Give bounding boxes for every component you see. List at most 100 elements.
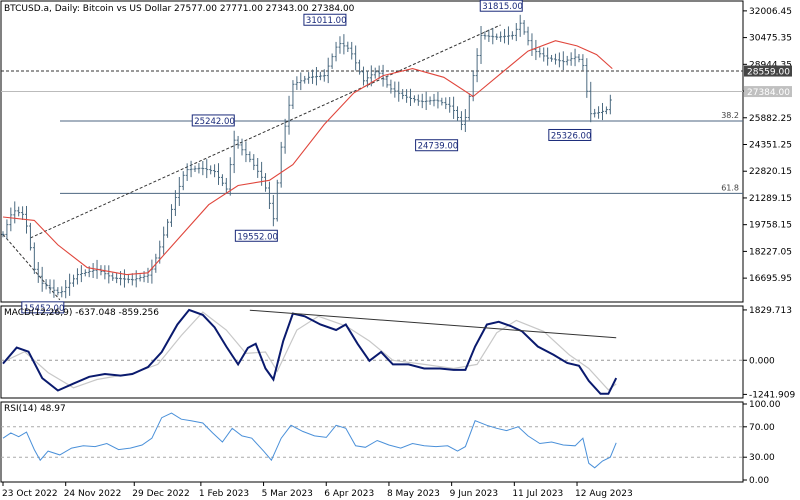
ohlc-bar — [197, 163, 201, 174]
price-annotation-text: 15452.00 — [24, 304, 65, 314]
ohlc-bar — [495, 33, 499, 40]
ohlc-bar — [275, 179, 279, 222]
ohlc-bar — [569, 52, 573, 66]
price-label-box — [744, 86, 792, 98]
ohlc-bar — [334, 41, 338, 62]
ohlc-bar — [542, 47, 546, 62]
time-tick-label: 6 Apr 2023 — [324, 489, 374, 499]
price-annotation-box — [191, 114, 235, 127]
ohlc-bar — [401, 89, 405, 100]
ohlc-bar — [553, 53, 557, 65]
ohlc-bar — [534, 39, 538, 61]
ohlc-bar — [358, 59, 362, 75]
ohlc-bar — [593, 108, 597, 118]
ohlc-bar — [264, 173, 268, 192]
price-tick-label: 18227.05 — [749, 247, 792, 257]
macd-panel-frame — [0, 305, 744, 399]
price-label-text: 28559.00 — [747, 68, 790, 78]
macd-tick-label: 0.000 — [749, 356, 775, 366]
ohlc-bar — [428, 96, 432, 105]
ohlc-bar — [185, 163, 189, 182]
ohlc-bar — [228, 157, 232, 196]
price-annotation-text: 31815.00 — [482, 2, 523, 12]
price-annotation-box — [303, 13, 347, 26]
price-label-text: 27384.00 — [747, 88, 790, 98]
ohlc-bar — [432, 93, 436, 107]
ohlc-bar — [389, 79, 393, 94]
ohlc-bar — [577, 53, 581, 63]
ohlc-bar — [5, 219, 9, 240]
ohlc-bar — [597, 106, 601, 119]
ohlc-bar — [205, 159, 209, 179]
ohlc-bar — [213, 164, 217, 178]
macd-signal-line — [2, 311, 617, 391]
ohlc-bar — [111, 272, 115, 281]
price-annotation-box — [479, 0, 523, 12]
ohlc-bar — [311, 69, 315, 84]
ohlc-bar — [126, 274, 130, 284]
ohlc-bar — [40, 266, 44, 292]
ohlc-bar — [361, 66, 365, 86]
ohlc-bar — [122, 269, 126, 288]
ohlc-bar — [448, 97, 452, 113]
ohlc-bar — [573, 48, 577, 67]
price-annotation-box — [21, 301, 65, 314]
ohlc-bar — [107, 265, 111, 284]
ohlc-bar — [56, 287, 60, 296]
ohlc-bar — [491, 27, 495, 45]
price-label-box — [744, 65, 792, 77]
ohlc-bar — [565, 55, 569, 66]
ohlc-bar — [169, 204, 173, 227]
rsi-tick-label: 100.00 — [749, 400, 781, 410]
ohlc-bar — [510, 31, 514, 40]
ohlc-bar — [585, 58, 589, 98]
ohlc-bar — [189, 160, 193, 178]
ohlc-bar — [514, 23, 518, 42]
moving-average-line — [2, 40, 613, 276]
ohlc-bar — [256, 158, 260, 178]
ohlc-bar — [248, 151, 252, 163]
ohlc-bar — [103, 265, 107, 280]
ohlc-bar — [322, 69, 326, 82]
ohlc-bar — [550, 54, 554, 62]
ohlc-bar — [589, 81, 593, 123]
ohlc-bar — [173, 190, 177, 216]
ohlc-bar — [416, 94, 420, 106]
price-annotation-box — [234, 229, 278, 242]
ohlc-bar — [130, 273, 134, 286]
price-annotation-text: 31011.00 — [306, 16, 347, 26]
price-annotation-box — [548, 128, 592, 141]
rsi-tick-label: 0.00 — [749, 476, 769, 486]
ohlc-bar — [412, 95, 416, 103]
ohlc-bar — [79, 265, 83, 283]
ohlc-bar — [503, 28, 507, 44]
ohlc-bar — [138, 274, 142, 282]
ohlc-bar — [307, 72, 311, 84]
ohlc-bar — [608, 94, 612, 115]
price-annotation-text: 19552.00 — [237, 232, 278, 242]
ohlc-bar — [377, 65, 381, 79]
ohlc-bar — [244, 141, 248, 163]
price-panel: 32006.4530475.3528944.3527413.2525882.25… — [1, 0, 792, 314]
panel-frames — [0, 0, 744, 483]
time-tick-label: 8 May 2023 — [387, 489, 440, 499]
macd-tick-label: 1829.713 — [749, 306, 792, 316]
ohlc-bar — [526, 26, 530, 46]
ohlc-bar — [506, 26, 510, 45]
ohlc-bar — [17, 206, 21, 217]
time-tick-label: 29 Dec 2022 — [132, 489, 190, 499]
ohlc-bar — [36, 261, 40, 283]
ohlc-bar — [499, 31, 503, 42]
time-tick-label: 9 Jun 2023 — [450, 489, 498, 499]
ohlc-bar — [436, 91, 440, 109]
macd-title: MACD(12,26,9) -637.048 -859.256 — [4, 308, 159, 318]
rsi-panel-frame — [0, 401, 744, 483]
ohlc-bar — [600, 102, 604, 121]
ohlc-bar — [299, 72, 303, 91]
ohlc-bar — [291, 80, 295, 110]
ohlc-bar — [115, 272, 119, 284]
rsi-title: RSI(14) 48.97 — [4, 404, 66, 414]
ohlc-bar — [373, 67, 377, 79]
macd-trendline — [249, 309, 617, 339]
ohlc-bar — [32, 242, 36, 275]
